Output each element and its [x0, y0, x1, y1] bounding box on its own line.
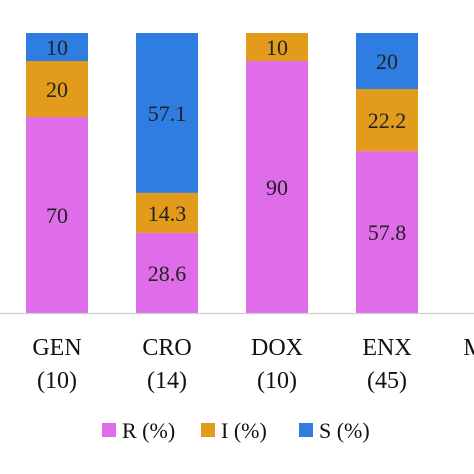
x-tick-labels: GEN (10) CRO (14) DOX (10) ENX (45) M [32, 335, 474, 394]
bar-gen-i [26, 61, 88, 117]
legend-swatch [201, 423, 215, 437]
bar-enx-i [356, 89, 418, 152]
bar-cro-i [136, 192, 198, 233]
x-tick-label: DOX [251, 335, 303, 361]
legend-swatch [299, 423, 313, 437]
x-tick-sample-size: (10) [257, 368, 297, 394]
legend-label: S (%) [319, 418, 370, 443]
bar-gen-r [26, 117, 88, 313]
x-tick-label: ENX [362, 335, 411, 361]
data-label: 20 [46, 77, 68, 102]
legend: R (%) I (%) S (%) [102, 418, 370, 443]
x-tick-sample-size: (10) [37, 368, 77, 394]
bar-group: 70 20 10 28.6 14.3 57.1 90 10 57.8 22.2 20 [26, 33, 418, 313]
x-tick-label: CRO [142, 335, 191, 361]
x-tick-sample-size: (45) [367, 368, 407, 394]
bar-dox-r [246, 61, 308, 313]
data-label: 90 [266, 175, 288, 200]
x-tick-label: GEN [32, 335, 81, 361]
legend-swatch [102, 423, 116, 437]
legend-label: R (%) [122, 418, 175, 443]
data-label: 28.6 [148, 261, 187, 286]
legend-label: I (%) [221, 418, 267, 443]
bar-enx-r [356, 151, 418, 313]
bar-cro-s [136, 33, 198, 193]
data-label: 70 [46, 203, 68, 228]
data-label: 57.8 [368, 220, 407, 245]
data-label: 10 [46, 35, 68, 60]
data-label: 22.2 [368, 108, 407, 133]
x-tick-label: M [463, 335, 474, 361]
data-label: 14.3 [148, 201, 187, 226]
data-label: 57.1 [148, 101, 187, 126]
bar-enx-s [356, 33, 418, 89]
bar-dox-i [246, 33, 308, 61]
bar-gen-s [26, 33, 88, 61]
x-tick-sample-size: (14) [147, 368, 187, 394]
bar-cro-r [136, 232, 198, 313]
data-label: 10 [266, 35, 288, 60]
data-label: 20 [376, 49, 398, 74]
